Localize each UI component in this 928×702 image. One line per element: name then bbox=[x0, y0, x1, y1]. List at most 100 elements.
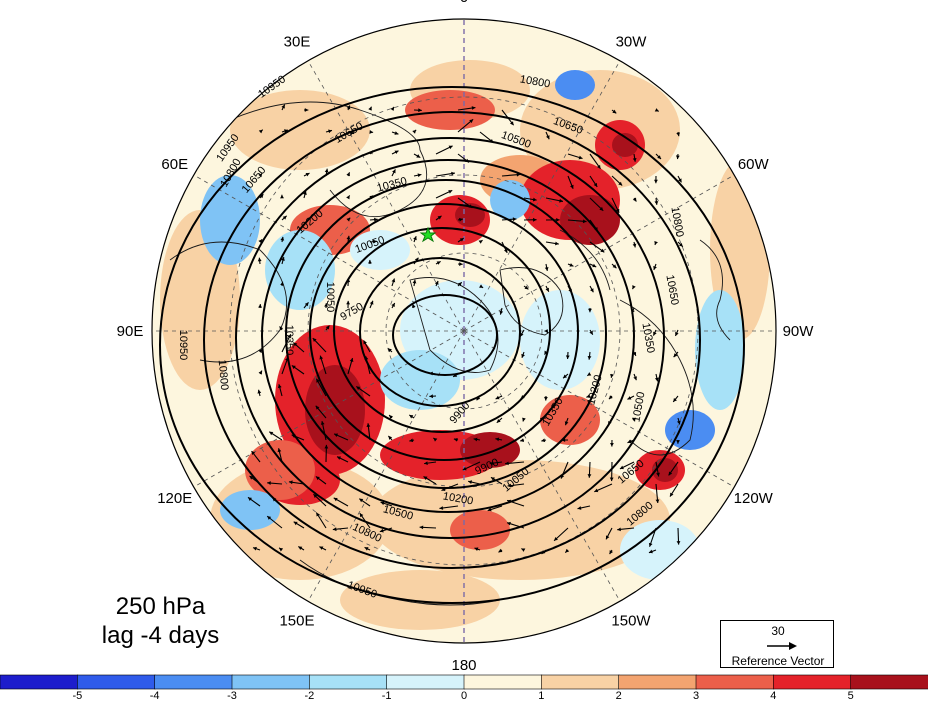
flux-vector-head bbox=[324, 444, 329, 449]
flux-vector-head bbox=[476, 396, 481, 401]
flux-vector-head bbox=[388, 435, 393, 440]
flux-vector-head bbox=[559, 198, 563, 203]
flux-vector-head bbox=[272, 497, 277, 502]
flux-vector-head bbox=[676, 420, 681, 425]
flux-vector-head bbox=[424, 461, 428, 466]
flux-vector-head bbox=[568, 288, 572, 293]
flux-vector-head bbox=[678, 178, 682, 183]
contour-label: 10800 bbox=[668, 206, 685, 238]
flux-vector-head bbox=[668, 471, 673, 476]
flux-vector-head bbox=[509, 121, 514, 126]
contour-label: 10800 bbox=[519, 73, 551, 90]
flux-vector-head bbox=[337, 456, 342, 460]
flux-vector-head bbox=[434, 280, 439, 285]
flux-vector-head bbox=[676, 132, 681, 137]
meridian-line bbox=[193, 174, 465, 332]
coastline bbox=[169, 241, 288, 363]
contour-label: 10650 bbox=[663, 274, 680, 306]
flux-vector-head bbox=[349, 358, 354, 362]
contour-label: 10500 bbox=[630, 391, 647, 423]
flux-vector-head bbox=[627, 439, 632, 444]
flux-vector-head bbox=[633, 376, 637, 381]
flux-vector-head bbox=[462, 466, 467, 471]
colorbar-tick-label: 2 bbox=[616, 690, 622, 702]
flux-vector-head bbox=[366, 423, 371, 427]
flux-vector-head bbox=[654, 179, 658, 184]
flux-vector-head bbox=[413, 236, 417, 241]
flux-vector-head bbox=[631, 309, 635, 314]
flux-vector-head bbox=[346, 217, 351, 222]
flux-vector-head bbox=[554, 536, 558, 541]
flux-vector-head bbox=[592, 263, 597, 268]
flux-vector-head bbox=[599, 206, 604, 211]
star-icon bbox=[419, 226, 437, 243]
flux-vector-head bbox=[437, 215, 442, 220]
flux-vector-head bbox=[312, 338, 317, 342]
flux-vector-head bbox=[520, 394, 525, 399]
height-contour bbox=[309, 203, 579, 461]
anomaly-patch bbox=[340, 570, 500, 630]
flux-vector-head bbox=[258, 304, 262, 308]
longitude-label: 60W bbox=[738, 156, 770, 173]
flux-vector-head bbox=[675, 155, 680, 160]
flux-vector-head bbox=[249, 475, 254, 480]
flux-vector-head bbox=[267, 481, 271, 485]
height-contour bbox=[235, 137, 665, 539]
anomaly-patch bbox=[220, 490, 280, 530]
colorbar-swatch bbox=[386, 674, 465, 690]
flux-vector-head bbox=[320, 421, 325, 425]
flux-vector-head bbox=[673, 397, 677, 402]
flux-vector-head bbox=[632, 243, 637, 248]
flux-vector-head bbox=[632, 197, 637, 202]
flux-vector-head bbox=[503, 248, 508, 253]
flux-vector-head bbox=[453, 373, 458, 377]
flux-vector-head bbox=[448, 190, 453, 194]
flux-vector-head bbox=[565, 355, 570, 359]
longitude-label: 90E bbox=[117, 323, 144, 340]
flux-vector-head bbox=[570, 184, 574, 189]
flux-vector-head bbox=[412, 279, 417, 284]
colorbar-swatch bbox=[695, 674, 775, 690]
flux-vector-head bbox=[533, 217, 537, 222]
colorbar-tick-label: -4 bbox=[150, 690, 160, 702]
flux-vector-head bbox=[469, 119, 474, 124]
coastline bbox=[699, 239, 731, 341]
flux-vector-head bbox=[279, 326, 284, 331]
flux-vector-head bbox=[499, 310, 504, 315]
flux-vector-head bbox=[390, 106, 395, 111]
flux-vector-head bbox=[279, 547, 284, 552]
height-contour bbox=[203, 111, 701, 569]
flux-vector-head bbox=[269, 431, 274, 436]
flux-vector-head bbox=[258, 173, 263, 178]
height-contour bbox=[392, 294, 498, 376]
flux-vector-head bbox=[373, 239, 377, 244]
longitude-label: 150E bbox=[279, 612, 314, 629]
longitude-label: 90W bbox=[783, 323, 815, 340]
flux-vector-head bbox=[280, 281, 285, 286]
flux-vector-head bbox=[332, 527, 337, 532]
flux-vector-head bbox=[277, 448, 282, 453]
flux-vector-head bbox=[359, 498, 364, 503]
flux-vector-head bbox=[293, 521, 298, 526]
flux-vector-head bbox=[288, 480, 293, 485]
colorbar-tick-label: -2 bbox=[304, 690, 314, 702]
colorbar-tick-label: 0 bbox=[461, 690, 467, 702]
flux-vector-head bbox=[298, 546, 303, 550]
flux-vector-head bbox=[521, 353, 525, 358]
colorbar-swatch bbox=[309, 674, 388, 690]
flux-vector-head bbox=[546, 135, 550, 140]
title-lag: lag -4 days bbox=[101, 622, 220, 649]
colorbar-swatch bbox=[541, 674, 620, 690]
flux-vector-head bbox=[563, 374, 567, 379]
flux-vector-head bbox=[587, 372, 592, 376]
colorbar-swatch bbox=[154, 674, 233, 690]
flux-vector-head bbox=[324, 168, 329, 173]
meridian-line bbox=[307, 60, 465, 332]
flux-vector-head bbox=[247, 497, 252, 501]
flux-vector-head bbox=[544, 329, 548, 334]
flux-vector-head bbox=[436, 261, 441, 265]
flux-vector-head bbox=[654, 201, 659, 205]
flux-vector-head bbox=[252, 546, 257, 551]
flux-vector-head bbox=[283, 129, 288, 133]
flux-vector-head bbox=[569, 263, 574, 267]
